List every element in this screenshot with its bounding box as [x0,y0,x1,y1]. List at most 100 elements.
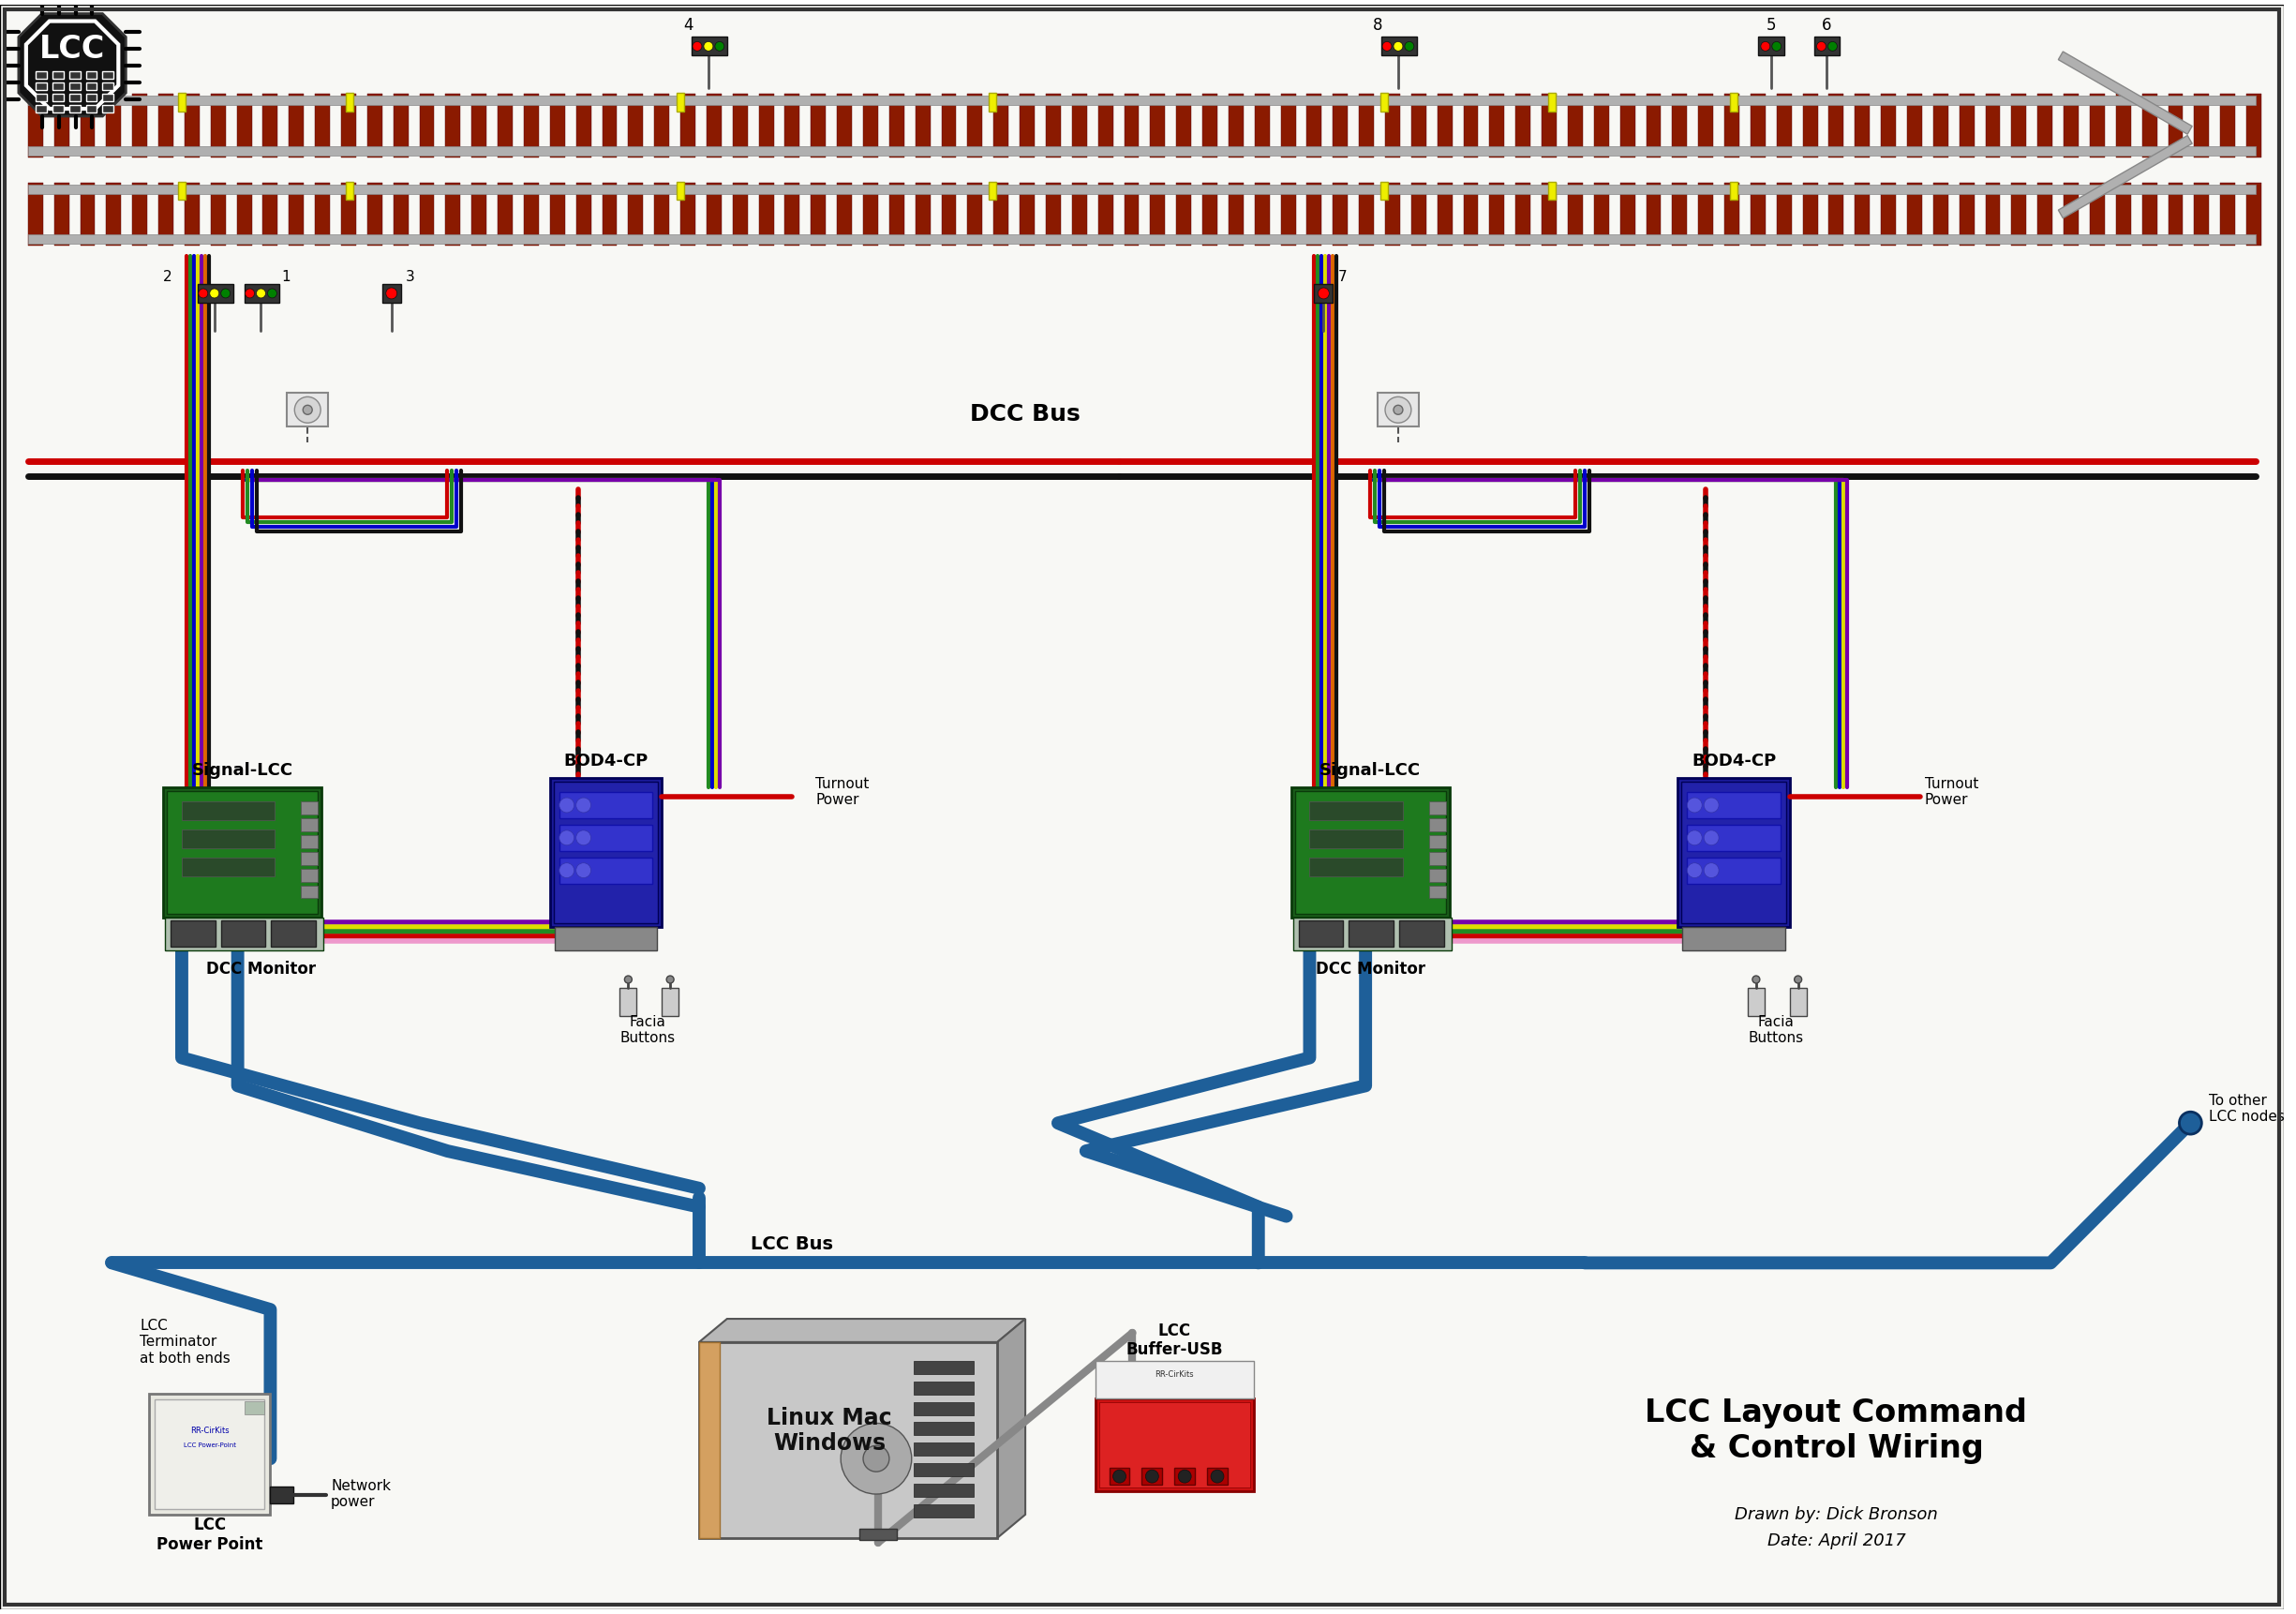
Text: To other
LCC nodes: To other LCC nodes [2209,1094,2285,1125]
Bar [914,1422,974,1435]
Circle shape [1704,863,1720,878]
Text: BOD4-CP: BOD4-CP [563,752,647,770]
Bar [1334,182,1348,245]
Bar [85,105,96,113]
Bar [106,182,122,245]
Bar [103,82,115,90]
Bar [1380,94,1387,111]
Bar [184,182,200,245]
Bar [1412,182,1426,245]
Bar [1699,94,1713,157]
Bar [1019,94,1035,157]
Text: LCC Power-Point: LCC Power-Point [184,1443,236,1448]
Circle shape [560,797,574,812]
Bar [1208,1469,1228,1485]
Bar [28,95,2255,105]
Bar [707,182,721,245]
Bar [85,71,96,79]
Bar [560,792,652,818]
Bar [367,182,381,245]
Bar [28,234,2255,244]
Bar [1290,788,1449,918]
Bar [698,1343,719,1538]
Bar [1150,182,1164,245]
Bar [80,94,94,157]
Bar [28,178,2255,252]
Bar [393,94,409,157]
Circle shape [1704,830,1720,846]
Bar [1729,181,1738,200]
Circle shape [1178,1470,1192,1483]
Circle shape [714,42,723,52]
Bar [471,182,487,245]
Text: DCC Monitor: DCC Monitor [1316,960,1426,978]
Bar [914,1443,974,1456]
Bar [1150,94,1164,157]
Bar [1688,825,1779,851]
Bar [1463,94,1479,157]
Bar [1933,94,1947,157]
Bar [498,182,512,245]
Bar [551,182,565,245]
Text: Signal-LCC: Signal-LCC [1320,762,1421,780]
Text: RR-CirKits: RR-CirKits [1155,1370,1194,1378]
Bar [1176,94,1192,157]
Bar [163,788,321,918]
Bar [1097,94,1114,157]
Bar [1541,94,1557,157]
Text: LCC Layout Command
& Control Wiring: LCC Layout Command & Control Wiring [1646,1398,2027,1464]
Bar [1437,94,1453,157]
Bar [2011,94,2027,157]
Bar [990,94,996,111]
Bar [1646,94,1660,157]
Circle shape [560,863,574,878]
Bar [1428,834,1446,847]
Bar [179,181,186,200]
Bar [1515,94,1531,157]
Bar [2117,94,2131,157]
Bar [498,94,512,157]
Bar [967,182,983,245]
Circle shape [576,863,590,878]
Bar [197,284,232,303]
Text: Linux Mac
Windows: Linux Mac Windows [767,1406,893,1454]
Text: 3: 3 [406,270,416,284]
Bar [34,82,46,90]
Bar [2089,94,2105,157]
Bar [1095,1361,1254,1398]
Bar [551,94,565,157]
Bar [677,94,684,111]
Bar [106,94,122,157]
Bar [103,105,115,113]
Bar [941,182,957,245]
Bar [1986,182,2000,245]
Bar [661,988,680,1015]
Circle shape [220,289,230,299]
Bar [785,94,799,157]
Bar [1759,37,1784,55]
Bar [347,181,354,200]
Bar [1428,886,1446,899]
Text: LCC
Power Point: LCC Power Point [156,1517,262,1553]
Bar [1228,94,1244,157]
Bar [53,105,64,113]
Bar [271,1486,294,1503]
Bar [941,94,957,157]
Bar [859,1528,898,1540]
Bar [1254,182,1270,245]
Bar [1125,94,1139,157]
Bar [342,94,356,157]
Bar [1750,94,1766,157]
Bar [315,182,331,245]
Bar [889,182,905,245]
Bar [576,94,590,157]
Bar [2220,94,2236,157]
Bar [707,94,721,157]
Text: LCC Bus: LCC Bus [751,1235,833,1252]
Bar [53,82,64,90]
Bar [165,918,324,951]
Bar [133,94,147,157]
Bar [2195,94,2209,157]
Bar [914,1504,974,1517]
Bar [1646,182,1660,245]
